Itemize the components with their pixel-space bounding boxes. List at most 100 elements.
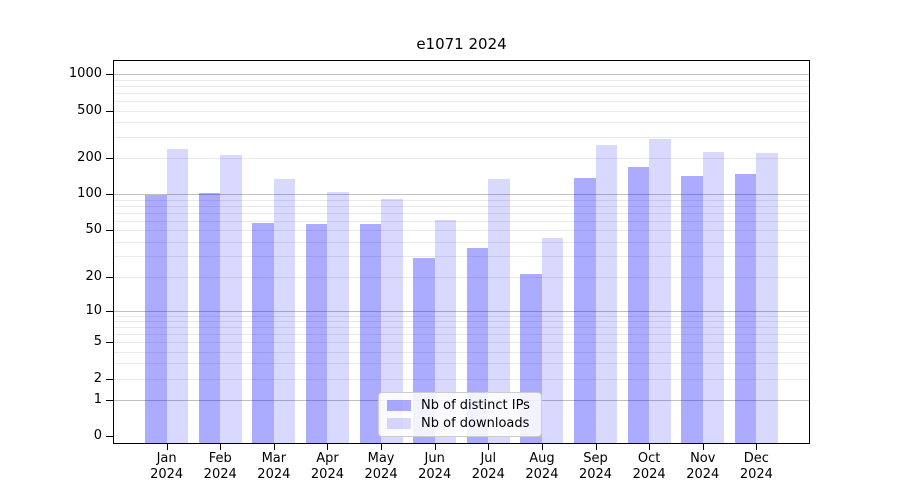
y-tick-label: 50	[85, 222, 102, 238]
major-gridline	[113, 74, 810, 76]
year-label: 2024	[578, 467, 613, 482]
x-tick-mark	[702, 444, 704, 450]
bar-ips-Dec	[734, 174, 757, 444]
year-label: 2024	[364, 467, 398, 482]
year-label: 2024	[686, 467, 720, 482]
minor-gridline	[113, 230, 810, 232]
x-tick-mark	[756, 444, 758, 450]
x-tick-label-Feb: Feb 2024	[188, 451, 252, 483]
bar-downloads-Feb	[220, 155, 242, 444]
month-label: Jul	[480, 451, 497, 466]
y-tick-mark	[106, 399, 113, 401]
x-tick-label-Jul: Jul 2024	[456, 451, 520, 483]
minor-gridline	[113, 276, 810, 278]
y-tick-label: 20	[85, 268, 102, 284]
month-label: Aug	[529, 451, 555, 466]
y-tick-mark	[106, 158, 113, 160]
y-tick-mark	[106, 342, 113, 344]
y-tick-mark	[106, 378, 113, 380]
minor-gridline	[113, 199, 810, 201]
bar-downloads-Jun	[434, 220, 457, 444]
chart-title: e1071 2024	[416, 35, 507, 53]
bar-downloads-Jul	[488, 178, 510, 444]
month-label: Feb	[208, 451, 232, 466]
y-tick-label: 100	[77, 186, 102, 202]
x-tick-label-Jan: Jan 2024	[135, 451, 199, 483]
minor-gridline	[113, 79, 810, 81]
y-tick-mark	[106, 194, 113, 196]
x-tick-label-Oct: Oct 2024	[617, 451, 681, 483]
minor-gridline	[113, 327, 810, 329]
minor-gridline	[113, 363, 810, 365]
bar-downloads-Mar	[273, 178, 296, 444]
year-label: 2024	[471, 467, 505, 482]
x-tick-label-Mar: Mar 2024	[242, 451, 306, 483]
year-label: 2024	[418, 467, 452, 482]
y-tick-label: 5	[93, 334, 102, 350]
month-label: Jan	[156, 451, 177, 466]
legend-item-downloads: Nb of downloads	[387, 416, 533, 431]
bar-downloads-Aug	[541, 237, 564, 444]
month-label: Nov	[690, 451, 716, 466]
minor-gridline	[113, 342, 810, 344]
bar-ips-Mar	[252, 222, 274, 444]
y-tick-label: 1	[93, 391, 102, 407]
bar-ips-Feb	[198, 192, 221, 444]
legend: Nb of distinct IPs Nb of downloads	[378, 392, 542, 437]
x-tick-mark	[649, 444, 651, 450]
minor-gridline	[113, 110, 810, 112]
y-tick-label: 2	[93, 370, 102, 386]
minor-gridline	[113, 241, 810, 243]
year-label: 2024	[739, 467, 773, 482]
minor-gridline	[113, 220, 810, 222]
bar-ips-Nov	[681, 175, 703, 444]
y-tick-mark	[106, 436, 113, 437]
x-tick-label-Dec: Dec 2024	[724, 451, 788, 483]
major-gridline	[113, 310, 810, 312]
year-label: 2024	[525, 467, 559, 482]
plot-area	[113, 60, 810, 444]
major-gridline	[113, 194, 810, 196]
minor-gridline	[113, 212, 810, 214]
bar-downloads-Sep	[595, 144, 618, 444]
minor-gridline	[113, 206, 810, 208]
year-label: 2024	[632, 467, 666, 482]
x-tick-label-Jun: Jun 2024	[403, 451, 467, 483]
bar-downloads-Dec	[756, 153, 778, 444]
x-tick-mark	[220, 444, 222, 450]
month-label: May	[367, 451, 395, 466]
y-tick-mark	[106, 74, 113, 76]
bar-downloads-Jan	[166, 148, 189, 444]
bar-downloads-May	[381, 198, 403, 444]
year-label: 2024	[257, 467, 291, 482]
minor-gridline	[113, 158, 810, 160]
x-tick-mark	[327, 444, 329, 450]
minor-gridline	[113, 137, 810, 139]
legend-label-downloads: Nb of downloads	[421, 416, 530, 431]
bar-ips-Sep	[574, 177, 596, 444]
x-tick-mark	[273, 444, 275, 450]
month-label: Mar	[261, 451, 287, 466]
y-tick-mark	[106, 230, 113, 232]
minor-gridline	[113, 315, 810, 317]
x-tick-mark	[488, 444, 490, 450]
legend-label-ips: Nb of distinct IPs	[421, 398, 530, 413]
month-label: Sep	[583, 451, 608, 466]
minor-gridline	[113, 321, 810, 322]
year-label: 2024	[203, 467, 237, 482]
x-tick-mark	[381, 444, 383, 450]
minor-gridline	[113, 378, 810, 380]
month-label: Apr	[316, 451, 339, 466]
bar-ips-Jan	[145, 195, 167, 444]
legend-swatch-downloads	[387, 418, 411, 429]
bar-downloads-Nov	[702, 152, 725, 444]
year-label: 2024	[310, 467, 344, 482]
minor-gridline	[113, 256, 810, 258]
x-tick-mark	[166, 444, 168, 450]
year-label: 2024	[150, 467, 184, 482]
minor-gridline	[113, 86, 810, 88]
x-tick-label-Nov: Nov 2024	[671, 451, 735, 483]
month-label: Oct	[637, 451, 661, 466]
legend-swatch-ips	[387, 400, 411, 411]
